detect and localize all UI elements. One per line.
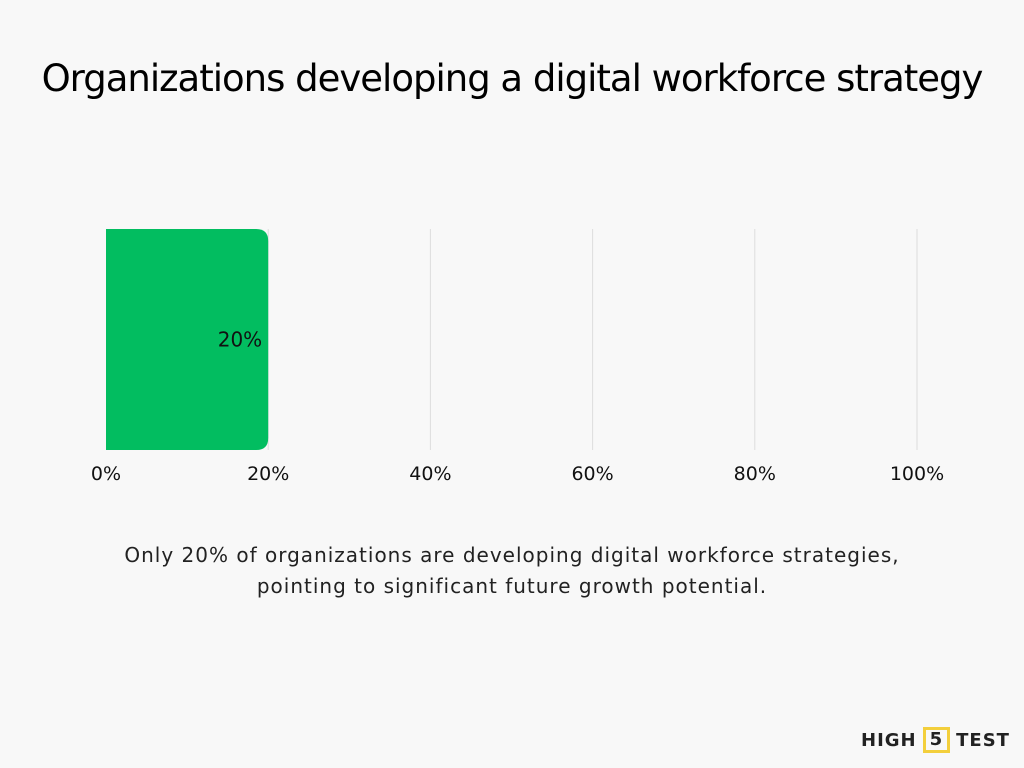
chart-title: Organizations developing a digital workf…	[41, 57, 984, 100]
logo: HIGH 5 TEST	[861, 727, 1010, 753]
data-label: 20%	[218, 328, 262, 352]
chart-caption: Only 20% of organizations are developing…	[124, 543, 900, 598]
logo-five: 5	[922, 727, 951, 753]
x-tick-label: 60%	[571, 463, 613, 485]
x-tick-label: 40%	[409, 463, 451, 485]
logo-test: TEST	[956, 729, 1010, 751]
logo-high: HIGH	[861, 729, 917, 751]
x-tick-label: 0%	[91, 463, 121, 485]
x-tick-label: 100%	[890, 463, 944, 485]
x-tick-label: 20%	[247, 463, 289, 485]
bar	[106, 229, 269, 450]
x-tick-label: 80%	[734, 463, 776, 485]
bar-chart: 0% 20% 40% 60% 80% 100% 20%	[91, 229, 944, 485]
